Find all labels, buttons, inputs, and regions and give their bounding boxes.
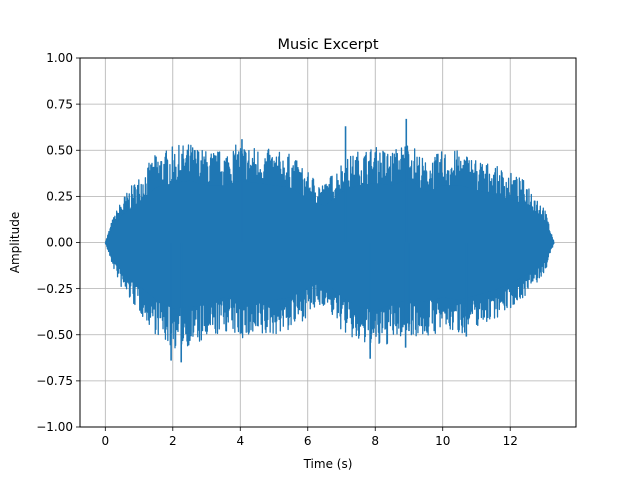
y-tick-label: −0.50 bbox=[36, 328, 73, 342]
y-tick-label: −0.25 bbox=[36, 282, 73, 296]
x-tick-label: 4 bbox=[236, 434, 244, 448]
waveform-core bbox=[105, 178, 555, 311]
x-tick-label: 2 bbox=[169, 434, 177, 448]
waveform-area bbox=[104, 118, 555, 363]
y-tick-label: 0.25 bbox=[46, 190, 73, 204]
y-axis-label: Amplitude bbox=[8, 212, 22, 274]
y-axis: −1.00 −0.75 −0.50 −0.25 0.00 0.25 0.50 0.75 1.00 bbox=[36, 51, 80, 434]
x-axis: 0 2 4 6 8 10 12 bbox=[101, 427, 518, 448]
y-tick-label: 0.50 bbox=[46, 143, 73, 157]
y-tick-label: 0.75 bbox=[46, 97, 73, 111]
x-tick-label: 0 bbox=[101, 434, 109, 448]
x-tick-label: 10 bbox=[435, 434, 450, 448]
x-tick-label: 12 bbox=[503, 434, 518, 448]
chart-title: Music Excerpt bbox=[277, 37, 378, 53]
y-tick-label: 1.00 bbox=[46, 51, 73, 65]
y-tick-label: 0.00 bbox=[46, 236, 73, 250]
x-tick-label: 8 bbox=[371, 434, 379, 448]
y-tick-label: −1.00 bbox=[36, 420, 73, 434]
x-axis-label: Time (s) bbox=[303, 457, 353, 471]
y-tick-label: −0.75 bbox=[36, 374, 73, 388]
x-tick-label: 6 bbox=[304, 434, 312, 448]
